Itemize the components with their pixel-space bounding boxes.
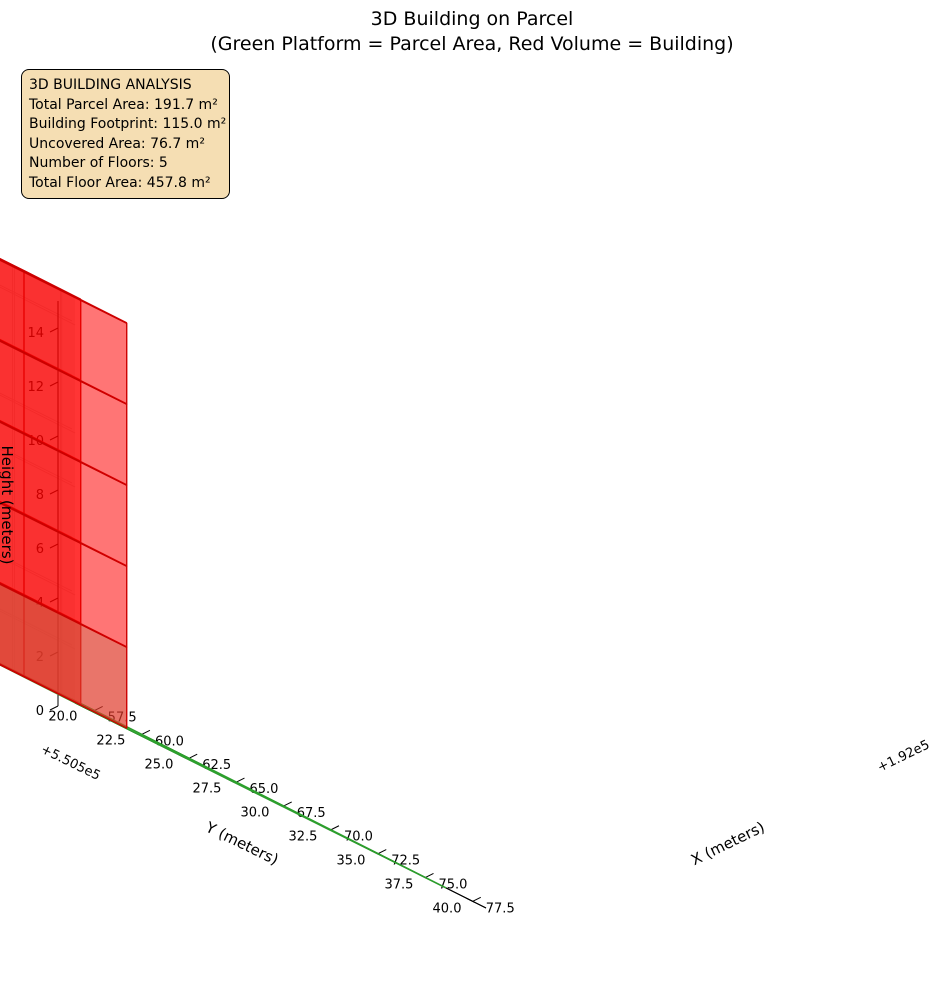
parcel-platform <box>0 662 447 889</box>
z-tick-mark <box>49 489 59 495</box>
y-tick-mark <box>466 897 475 903</box>
x-tick-label: 72.5 <box>391 854 420 869</box>
building-wall <box>0 420 128 567</box>
x-tick-mark <box>94 706 103 711</box>
analysis-heading: 3D BUILDING ANALYSIS <box>29 77 192 93</box>
x-tick-mark <box>188 753 198 759</box>
building-wall <box>0 258 128 405</box>
analysis-floors: Number of Floors: 5 <box>29 155 168 171</box>
chart-subtitle: (Green Platform = Parcel Area, Red Volum… <box>210 33 733 55</box>
building-scene <box>0 257 447 889</box>
y-tick-label: 30.0 <box>240 805 269 820</box>
y-tick-label: 27.5 <box>192 782 221 797</box>
x-tick-mark <box>236 777 245 783</box>
z-axis-label: Height (meters) <box>0 446 16 565</box>
z-tick-label: 6 <box>36 542 44 557</box>
x-tick-label: 67.5 <box>297 806 326 821</box>
x-tick-mark <box>472 896 481 902</box>
y-tick-label: 20.0 <box>48 710 77 725</box>
y-tick-label: 35.0 <box>336 853 365 868</box>
z-tick-label: 12 <box>27 380 44 395</box>
x-tick-label: 65.0 <box>249 782 278 797</box>
z-tick-mark <box>49 381 59 387</box>
z-tick-label: 8 <box>36 488 44 503</box>
y-tick-label: 32.5 <box>288 829 317 844</box>
y-axis-label: Y (meters) <box>202 818 281 869</box>
y-axis-offset: +5.505e5 <box>38 742 102 784</box>
x-axis-label: X (meters) <box>688 818 768 869</box>
analysis-parcel-area: Total Parcel Area: 191.7 m² <box>29 96 218 113</box>
y-tick-label: 22.5 <box>96 734 125 749</box>
z-tick-label: 14 <box>27 326 44 341</box>
y-tick-label: 37.5 <box>385 877 414 892</box>
x-tick-label: 62.5 <box>202 758 231 773</box>
x-tick-mark <box>330 825 340 831</box>
x-tick-mark <box>141 729 151 735</box>
x-tick-mark <box>378 849 387 855</box>
building-wall <box>0 501 128 648</box>
z-tick-label: 0 <box>36 704 44 719</box>
z-tick-mark <box>49 327 59 333</box>
z-tick-mark <box>49 597 59 603</box>
building-floor-slab <box>0 257 128 324</box>
z-tick-mark <box>49 651 59 657</box>
building-wall <box>0 582 128 729</box>
x-tick-mark <box>425 873 434 878</box>
z-tick-label: 2 <box>36 650 44 665</box>
analysis-box: 3D BUILDING ANALYSIS Total Parcel Area: … <box>21 69 230 199</box>
y-tick-label: 40.0 <box>433 901 462 916</box>
z-tick-mark <box>49 543 59 549</box>
x-tick-label: 60.0 <box>155 734 184 749</box>
analysis-uncovered: Uncovered Area: 76.7 m² <box>29 135 205 152</box>
x-tick-label: 70.0 <box>344 830 373 845</box>
x-tick-mark <box>283 801 292 807</box>
x-tick-label: 75.0 <box>439 877 468 892</box>
z-tick-mark <box>49 435 59 441</box>
z-tick-mark <box>49 705 59 711</box>
x-tick-label: 77.5 <box>486 901 515 916</box>
building-wall <box>0 339 128 486</box>
chart-title: 3D Building on Parcel <box>371 8 574 30</box>
x-axis-offset: +1.92e5 <box>875 738 932 776</box>
analysis-floor-area: Total Floor Area: 457.8 m² <box>29 174 211 191</box>
y-tick-label: 25.0 <box>144 758 173 773</box>
analysis-footprint: Building Footprint: 115.0 m² <box>29 116 227 132</box>
